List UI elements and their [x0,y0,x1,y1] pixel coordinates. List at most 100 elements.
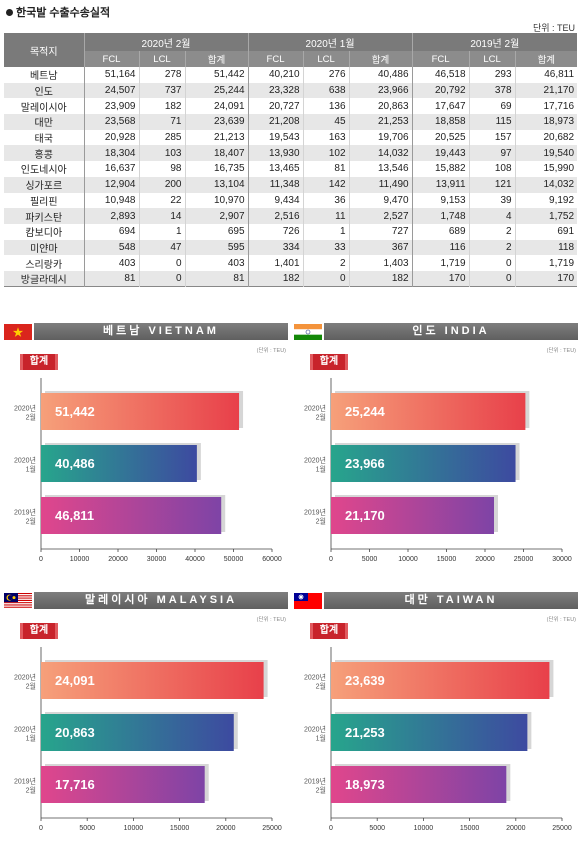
value-cell: 378 [468,82,516,99]
india-flag-icon [294,324,322,340]
value-cell: 24,091 [184,98,249,115]
vietnam-flag-icon [4,324,32,340]
value-cell: 334 [247,239,304,256]
chart-unit: (단위 : TEU) [546,348,576,354]
category-label: 1월 [316,734,326,743]
bar-value-label: 21,253 [345,725,385,740]
value-cell: 9,470 [348,192,413,209]
chart-title: 대만 TAIWAN [324,592,578,609]
value-cell: 20,792 [411,82,470,99]
value-cell: 0 [302,270,350,287]
value-cell: 14 [138,208,185,224]
group-header: 2020년 2월 [83,33,249,51]
value-cell: 40,486 [348,67,413,83]
value-cell: 13,546 [348,161,413,177]
value-cell: 17,716 [514,98,578,115]
value-cell: 39 [468,192,516,209]
value-cell: 10,970 [184,192,249,209]
dest-cell: 말레이시아 [20,102,67,114]
group-header: 2020년 1월 [247,33,413,51]
value-cell: 46,518 [411,67,470,83]
value-cell: 0 [138,255,185,271]
x-tick-label: 25000 [262,825,282,832]
value-cell: 278 [138,67,185,83]
value-cell: 9,153 [411,192,470,209]
table-unit: 단위 : TEU [532,23,575,33]
x-tick-label: 25000 [514,556,534,563]
value-cell: 15,990 [514,161,578,177]
sub-header: 합계 [348,51,413,67]
bar-value-label: 25,244 [345,404,386,419]
value-cell: 11,490 [348,176,413,193]
value-cell: 81 [184,270,249,287]
sub-header: LCL [138,51,185,67]
value-cell: 638 [302,82,350,99]
dest-cell: 인도 [4,82,84,99]
category-label: 1월 [316,465,326,474]
bar-value-label: 51,442 [55,404,95,419]
category-label: 2020년 [304,456,326,465]
value-cell: 142 [302,176,350,193]
value-cell: 25,244 [184,82,249,99]
dest-cell: 필리핀 [29,196,58,208]
category-label: 2020년 [14,725,36,734]
bar-value-label: 20,863 [55,725,95,740]
table-row: 인도 24,507 737 25,244 23,328 638 23,966 20,792 37… [4,82,578,99]
category-label: 2019년 [304,777,326,786]
bar-value-label: 23,966 [345,456,385,471]
table-row: 방글라데시 81 0 81 182 0 182 170 0 170 [4,270,578,287]
dest-cell: 방글라데시 [4,270,84,287]
value-cell: 18,304 [83,145,139,162]
sub-header: 합계 [514,51,578,67]
bar [41,497,222,534]
bar [41,393,240,430]
dest-cell: 파키스탄 [4,208,84,224]
value-cell: 548 [83,239,139,256]
value-cell: 21,170 [514,82,578,99]
sub-header: LCL [302,51,350,67]
value-cell: 23,328 [247,82,304,99]
value-cell: 285 [138,129,185,146]
x-tick-label: 25000 [552,825,572,832]
value-cell: 2,516 [247,208,304,224]
value-cell: 2,893 [83,208,139,224]
value-cell: 51,164 [83,67,139,83]
bar [41,662,264,699]
value-cell: 20,682 [514,129,578,146]
value-cell: 403 [83,255,139,271]
chart-title: 베트남 VIETNAM [34,323,288,340]
category-label: 2019년 [304,508,326,517]
page-title-text: 한국발 수출수송실적 [16,7,111,19]
value-cell: 20,928 [83,129,139,146]
category-label: 1월 [26,465,36,474]
value-cell: 20,727 [247,98,304,115]
table-row: 대만 23,568 71 23,639 21,208 45 21,253 18,858 115 1… [4,114,578,130]
bar-value-label: 18,973 [345,777,385,792]
value-cell: 81 [83,270,139,287]
value-cell: 0 [468,255,516,271]
value-cell: 136 [302,98,350,115]
value-cell: 1 [138,223,185,240]
table-row: 싱가포르 12,904 200 13,104 11,348 142 11,490 13,911… [4,176,578,193]
dest-cell: 인도네시아 [20,165,67,177]
value-cell: 23,639 [184,114,249,130]
chart-panel: 0 10000 20000 30000 40000 50000 60000 51,442 202… [4,322,288,572]
value-cell: 1,401 [247,255,304,271]
value-cell: 13,104 [184,176,249,193]
category-label: 2월 [26,786,36,795]
value-cell: 595 [184,239,249,256]
value-cell: 1,752 [514,208,578,224]
value-cell: 102 [302,145,350,162]
dest-cell: 미얀마 [4,239,84,256]
bar [41,714,234,751]
category-label: 2020년 [14,456,36,465]
value-cell: 2 [468,223,516,240]
value-cell: 1,403 [348,255,413,271]
category-label: 2월 [316,517,326,526]
category-label: 2월 [26,682,36,691]
x-tick-label: 0 [39,556,43,563]
value-cell: 403 [184,255,249,271]
value-cell: 170 [514,270,578,287]
value-cell: 694 [83,223,139,240]
bar-value-label: 46,811 [55,508,94,523]
